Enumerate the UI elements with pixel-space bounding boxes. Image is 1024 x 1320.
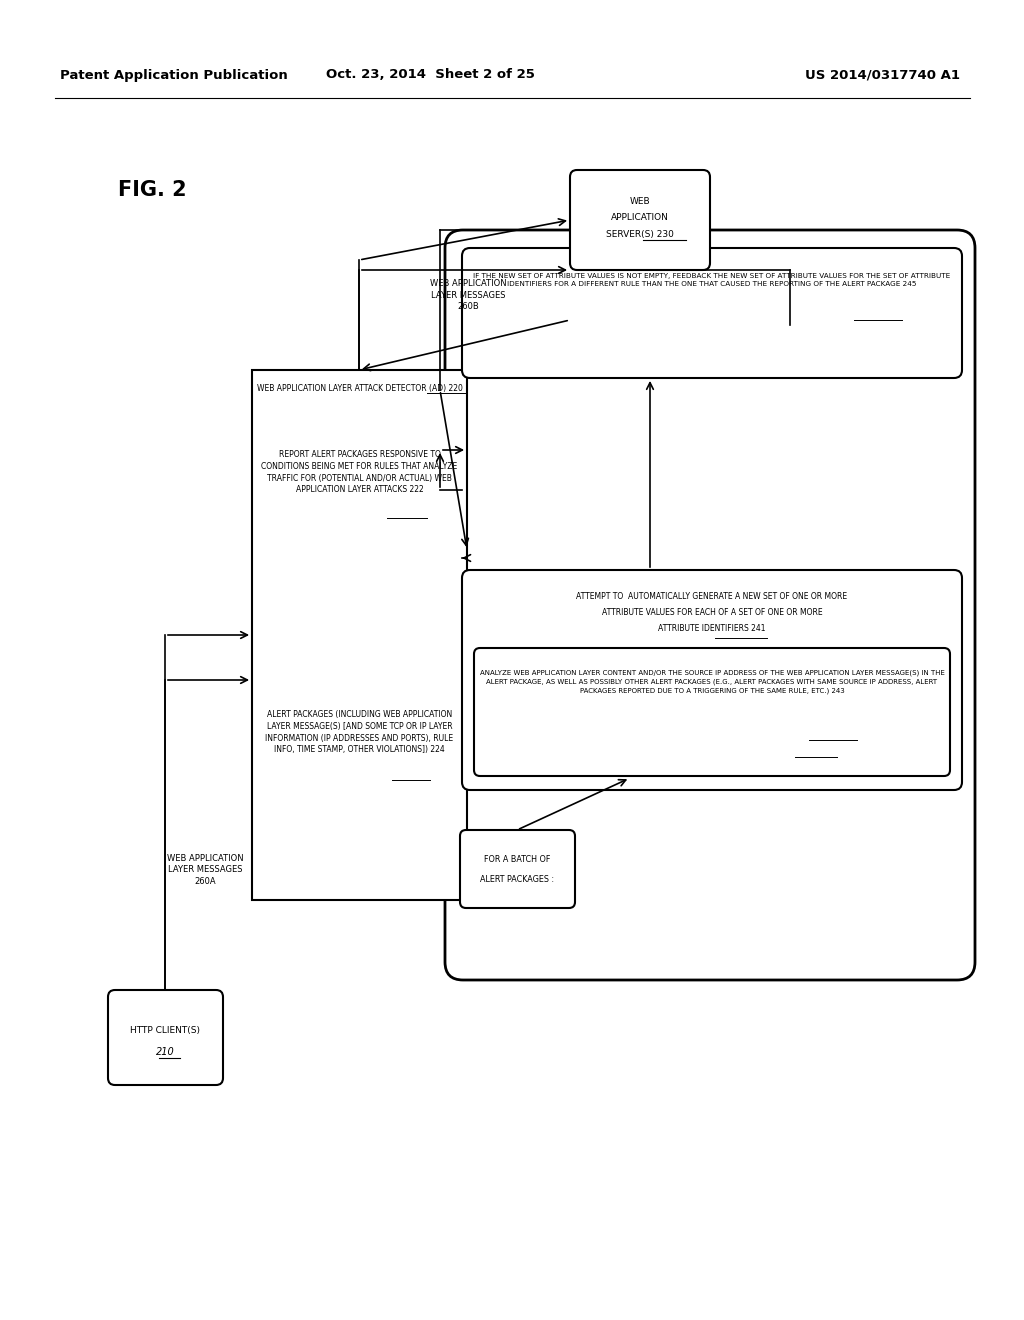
Text: SERVER(S) 230: SERVER(S) 230 <box>606 230 674 239</box>
Text: APPLICATION: APPLICATION <box>611 214 669 223</box>
Text: FOR A BATCH OF: FOR A BATCH OF <box>484 855 551 865</box>
FancyBboxPatch shape <box>460 830 575 908</box>
FancyBboxPatch shape <box>108 990 223 1085</box>
Text: ATTRIBUTE VALUES FOR EACH OF A SET OF ONE OR MORE: ATTRIBUTE VALUES FOR EACH OF A SET OF ON… <box>602 609 822 616</box>
Text: IF THE NEW SET OF ATTRIBUTE VALUES IS NOT EMPTY, FEEDBACK THE NEW SET OF ATTRIBU: IF THE NEW SET OF ATTRIBUTE VALUES IS NO… <box>473 273 950 286</box>
Text: US 2014/0317740 A1: US 2014/0317740 A1 <box>805 69 961 82</box>
Text: ATTEMPT TO  AUTOMATICALLY GENERATE A NEW SET OF ONE OR MORE: ATTEMPT TO AUTOMATICALLY GENERATE A NEW … <box>577 591 848 601</box>
Text: Oct. 23, 2014  Sheet 2 of 25: Oct. 23, 2014 Sheet 2 of 25 <box>326 69 535 82</box>
Text: 210: 210 <box>156 1047 175 1057</box>
Text: FIG. 2: FIG. 2 <box>118 180 186 201</box>
FancyBboxPatch shape <box>445 230 975 979</box>
FancyBboxPatch shape <box>570 170 710 271</box>
Text: ANALYZE WEB APPLICATION LAYER CONTENT AND/OR THE SOURCE IP ADDRESS OF THE WEB AP: ANALYZE WEB APPLICATION LAYER CONTENT AN… <box>479 671 944 693</box>
Text: WEB APPLICATION
LAYER MESSAGES
260A: WEB APPLICATION LAYER MESSAGES 260A <box>167 854 244 886</box>
Text: ALERT PACKAGES (INCLUDING WEB APPLICATION
LAYER MESSAGE(S) [AND SOME TCP OR IP L: ALERT PACKAGES (INCLUDING WEB APPLICATIO… <box>265 710 454 755</box>
FancyBboxPatch shape <box>462 570 962 789</box>
Text: HTTP CLIENT(S): HTTP CLIENT(S) <box>130 1026 201 1035</box>
Text: ALERT PACKAGES :: ALERT PACKAGES : <box>480 875 555 884</box>
Text: WEB: WEB <box>630 198 650 206</box>
Text: REPORT ALERT PACKAGES RESPONSIVE TO
CONDITIONS BEING MET FOR RULES THAT ANALYZE
: REPORT ALERT PACKAGES RESPONSIVE TO COND… <box>261 450 458 495</box>
Text: WEB APPLICATION
LAYER MESSAGES
260B: WEB APPLICATION LAYER MESSAGES 260B <box>430 279 506 312</box>
Text: Patent Application Publication: Patent Application Publication <box>60 69 288 82</box>
Text: WEB APPLICATION LAYER ATTACK DETECTOR (AD) 220: WEB APPLICATION LAYER ATTACK DETECTOR (A… <box>257 384 463 392</box>
Text: AUTOMATIC ATTRIBUTE VALUE GENERATION AND RULE FEEDBACK MODULE 240: AUTOMATIC ATTRIBUTE VALUE GENERATION AND… <box>558 746 861 755</box>
Bar <box>252 370 467 900</box>
Text: ATTRIBUTE IDENTIFIERS 241: ATTRIBUTE IDENTIFIERS 241 <box>658 624 766 634</box>
FancyBboxPatch shape <box>462 248 962 378</box>
FancyBboxPatch shape <box>474 648 950 776</box>
